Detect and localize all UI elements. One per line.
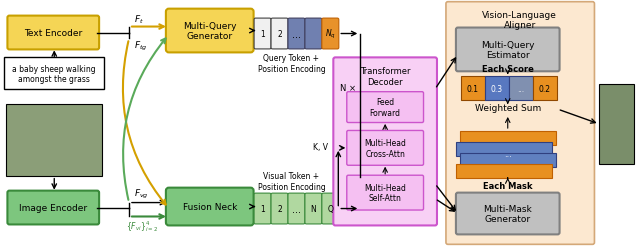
Text: 1: 1 (260, 204, 265, 213)
Text: Each Mask: Each Mask (483, 181, 532, 190)
FancyBboxPatch shape (347, 176, 424, 210)
FancyBboxPatch shape (8, 16, 99, 50)
FancyBboxPatch shape (532, 77, 557, 101)
Text: $\{F_{vi}\}_{i=2}^4$: $\{F_{vi}\}_{i=2}^4$ (126, 218, 158, 234)
Text: 0.2: 0.2 (539, 84, 550, 93)
Text: Each Score: Each Score (482, 65, 534, 74)
Text: ...: ... (517, 84, 524, 93)
FancyBboxPatch shape (461, 77, 485, 101)
Text: ...: ... (292, 204, 301, 214)
Text: a baby sheep walking
amongst the grass: a baby sheep walking amongst the grass (12, 64, 96, 84)
FancyBboxPatch shape (456, 142, 552, 156)
Text: $F_{tg}$: $F_{tg}$ (134, 39, 147, 52)
FancyBboxPatch shape (8, 191, 99, 224)
Text: Vision-Language
Aligner: Vision-Language Aligner (483, 10, 557, 30)
FancyBboxPatch shape (305, 19, 322, 50)
FancyBboxPatch shape (460, 153, 556, 167)
Text: N: N (310, 204, 316, 213)
FancyBboxPatch shape (456, 193, 559, 234)
Text: Multi-Mask
Generator: Multi-Mask Generator (483, 204, 532, 223)
FancyBboxPatch shape (456, 28, 559, 72)
FancyBboxPatch shape (288, 193, 305, 224)
Text: Transformer
Decoder: Transformer Decoder (360, 67, 410, 86)
Text: Multi-Head
Cross-Attn: Multi-Head Cross-Attn (364, 138, 406, 158)
FancyBboxPatch shape (347, 92, 424, 123)
Text: 1: 1 (260, 30, 265, 39)
Text: 0.1: 0.1 (467, 84, 479, 93)
Text: $N_q$: $N_q$ (325, 28, 336, 41)
Text: Feed
Forward: Feed Forward (370, 98, 401, 117)
FancyBboxPatch shape (600, 85, 634, 164)
FancyBboxPatch shape (333, 58, 437, 226)
FancyBboxPatch shape (446, 3, 595, 244)
FancyBboxPatch shape (4, 58, 104, 90)
Text: Multi-Query
Estimator: Multi-Query Estimator (481, 40, 534, 60)
FancyBboxPatch shape (271, 193, 288, 224)
Text: 2: 2 (277, 30, 282, 39)
Text: 2: 2 (277, 204, 282, 213)
Text: ...: ... (504, 150, 512, 159)
FancyBboxPatch shape (305, 193, 322, 224)
Text: 0.3: 0.3 (491, 84, 503, 93)
FancyBboxPatch shape (322, 19, 339, 50)
FancyBboxPatch shape (322, 193, 339, 224)
FancyBboxPatch shape (288, 19, 305, 50)
Text: Multi-Query
Generator: Multi-Query Generator (183, 22, 237, 41)
Text: ...: ... (292, 30, 301, 39)
Text: K, V: K, V (313, 143, 328, 152)
Text: $F_{vg}$: $F_{vg}$ (134, 187, 148, 200)
Text: Multi-Head
Self-Attn: Multi-Head Self-Attn (364, 183, 406, 203)
FancyBboxPatch shape (456, 164, 552, 178)
FancyBboxPatch shape (460, 132, 556, 145)
Text: Visual Token +
Position Encoding: Visual Token + Position Encoding (257, 172, 325, 191)
FancyBboxPatch shape (509, 77, 532, 101)
FancyBboxPatch shape (254, 19, 271, 50)
Text: Fusion Neck: Fusion Neck (182, 202, 237, 211)
Text: Image Encoder: Image Encoder (19, 203, 87, 212)
Text: N ×: N × (340, 84, 356, 93)
Text: Q: Q (328, 204, 333, 213)
FancyBboxPatch shape (271, 19, 288, 50)
FancyBboxPatch shape (6, 105, 102, 176)
Text: $F_t$: $F_t$ (134, 13, 144, 26)
Text: Text Encoder: Text Encoder (24, 29, 83, 38)
FancyBboxPatch shape (166, 10, 253, 53)
Text: Weighted Sum: Weighted Sum (475, 103, 541, 112)
FancyBboxPatch shape (485, 77, 509, 101)
Text: Query Token +
Position Encoding: Query Token + Position Encoding (257, 54, 325, 74)
FancyBboxPatch shape (347, 131, 424, 166)
FancyBboxPatch shape (166, 188, 253, 226)
FancyBboxPatch shape (254, 193, 271, 224)
